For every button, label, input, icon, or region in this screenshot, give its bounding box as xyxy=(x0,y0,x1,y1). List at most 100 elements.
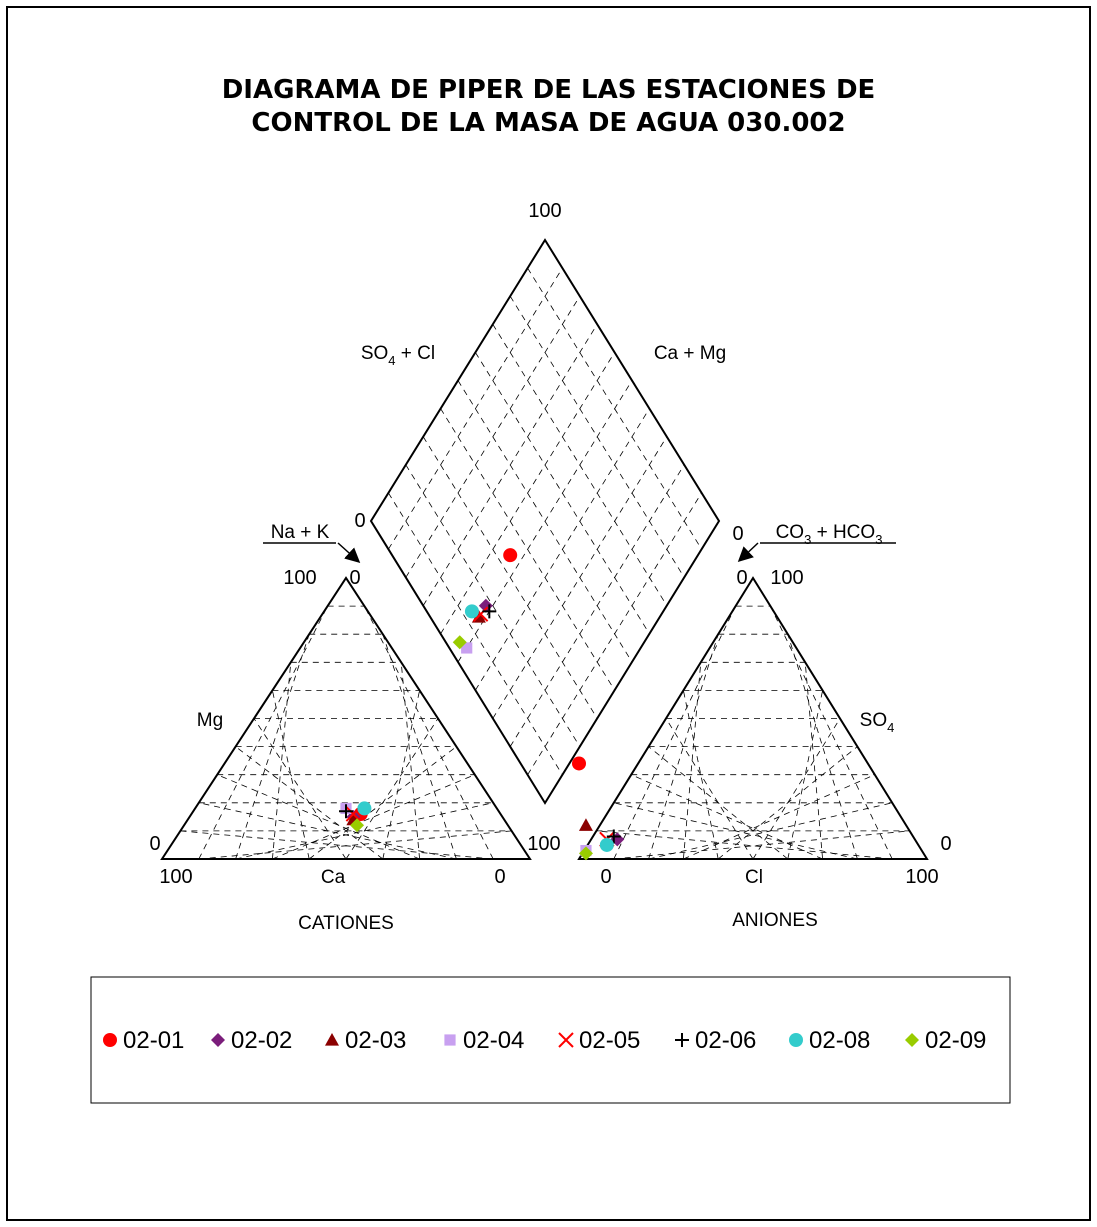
diamond-grid-b xyxy=(509,464,685,747)
diamond-grid-b xyxy=(475,408,650,691)
anion-triangle xyxy=(577,576,929,860)
cation-grid-a xyxy=(180,830,494,860)
anion-point-02-03 xyxy=(578,818,593,831)
anion-grid-a xyxy=(613,605,736,860)
legend-item-02-05: 02-05 xyxy=(558,1027,640,1054)
piper-diamond xyxy=(369,238,721,805)
diamond-point-02-06 xyxy=(482,604,497,619)
diamond-grid-b xyxy=(527,492,702,776)
anion-grid-b xyxy=(770,605,893,860)
legend-item-02-03: 02-03 xyxy=(325,1027,406,1054)
cation-grid-a xyxy=(253,718,347,860)
legend-box xyxy=(90,976,1011,1104)
legend-label: 02-01 xyxy=(123,1027,184,1054)
cation-grid-a xyxy=(235,746,384,860)
cation-tick-top-right: 0 xyxy=(349,567,360,589)
cation-arrow xyxy=(337,542,361,564)
cation-bottom-label: Ca xyxy=(321,867,346,888)
anion-grid-a xyxy=(631,774,823,860)
anion-arrow-label: CO3 + HCO3 xyxy=(776,522,883,547)
legend-label: 02-03 xyxy=(345,1027,406,1054)
anion-tick-bottom-left: 0 xyxy=(600,866,611,888)
cation-grid-b xyxy=(272,774,475,860)
anion-tick-top-right: 100 xyxy=(770,567,803,589)
anion-point-02-09 xyxy=(578,846,593,861)
cation-point-02-08 xyxy=(357,801,372,816)
diamond-grid-a xyxy=(509,295,685,578)
cation-left-label: Mg xyxy=(197,710,223,731)
anion-grid-a xyxy=(613,802,858,860)
diamond-right-label: Ca + Mg xyxy=(654,343,726,364)
anion-point-02-08 xyxy=(599,837,614,852)
cation-tick-bottom-left: 100 xyxy=(159,866,192,888)
anion-tick-bottom-right: 100 xyxy=(905,866,938,888)
anion-panel-label: ANIONES xyxy=(732,910,818,931)
legend: 02-01 02-02 02-03 02-04 02-05 02-06 02-08 02-09 xyxy=(103,1027,986,1054)
anion-grid-a xyxy=(648,746,789,860)
cation-tick-bottom-right: 0 xyxy=(494,866,505,888)
legend-marker xyxy=(211,1033,225,1047)
cation-grid-b xyxy=(345,718,439,860)
anion-right-label: SO4 xyxy=(860,710,895,735)
diamond-grid-b xyxy=(492,436,668,719)
diamond-grid-a xyxy=(527,267,702,550)
legend-marker xyxy=(905,1033,919,1047)
cation-triangle xyxy=(160,576,532,860)
cation-tick-left-bottom: 0 xyxy=(149,833,160,855)
diamond-grid-a xyxy=(475,352,650,635)
legend-marker xyxy=(558,1032,574,1048)
diamond-grid-a xyxy=(492,324,668,606)
chart-title: DIAGRAMA DE PIPER DE LAS ESTACIONES DE C… xyxy=(0,74,1097,140)
cation-panel-label: CATIONES xyxy=(298,913,394,934)
points-layer xyxy=(339,548,625,861)
cation-arrow-label: Na + K xyxy=(271,522,330,543)
legend-label: 02-04 xyxy=(463,1027,524,1054)
anion-grid-b xyxy=(752,718,841,860)
diamond-left-label: SO4 + Cl xyxy=(361,343,435,368)
cation-grid-b xyxy=(364,605,494,860)
cation-tick-top-left: 100 xyxy=(283,567,316,589)
legend-label: 02-08 xyxy=(809,1027,870,1054)
legend-item-02-04: 02-04 xyxy=(444,1027,524,1054)
legend-item-02-02: 02-02 xyxy=(211,1027,292,1054)
anion-bottom-label: Cl xyxy=(745,867,763,888)
legend-marker xyxy=(325,1033,339,1046)
anion-grid-a xyxy=(665,718,754,860)
legend-item-02-01: 02-01 xyxy=(103,1027,184,1054)
legend-item-02-06: 02-06 xyxy=(675,1027,756,1054)
legend-marker xyxy=(675,1033,689,1047)
diamond-grid-b xyxy=(457,380,633,663)
legend-label: 02-02 xyxy=(231,1027,292,1054)
anion-point-02-01 xyxy=(572,756,586,771)
diamond-point-02-09 xyxy=(452,635,467,650)
grid-layer xyxy=(180,267,910,860)
title-line-2: CONTROL DE LA MASA DE AGUA 030.002 xyxy=(251,108,846,138)
legend-item-02-08: 02-08 xyxy=(789,1027,870,1054)
anion-grid-a xyxy=(596,830,893,860)
cation-point-02-06 xyxy=(339,804,353,819)
diamond-point-02-04 xyxy=(461,642,473,654)
anion-point-02-06 xyxy=(606,829,621,844)
legend-label: 02-06 xyxy=(695,1027,756,1054)
anion-arrow xyxy=(737,542,759,563)
anion-tick-right-bottom: 0 xyxy=(940,833,951,855)
anion-tick-top-left: 0 xyxy=(736,567,747,589)
diamond-point-02-01 xyxy=(503,548,518,563)
cation-grid-b xyxy=(382,690,420,860)
anion-tick-left-bottom: 100 xyxy=(527,833,560,855)
diamond-left-tick: 0 xyxy=(354,510,365,532)
anion-grid-b xyxy=(787,690,823,860)
legend-marker xyxy=(789,1033,803,1047)
legend-marker xyxy=(103,1033,117,1047)
legend-label: 02-09 xyxy=(925,1027,986,1054)
diamond-top-tick: 100 xyxy=(528,200,561,222)
cation-point-02-09 xyxy=(350,818,365,833)
cation-grid-a xyxy=(217,774,420,860)
cation-grid-a xyxy=(198,605,328,860)
legend-marker xyxy=(444,1034,456,1046)
legend-label: 02-05 xyxy=(579,1027,640,1054)
title-line-1: DIAGRAMA DE PIPER DE LAS ESTACIONES DE xyxy=(221,75,876,105)
diamond-right-tick: 0 xyxy=(732,523,743,545)
legend-item-02-09: 02-09 xyxy=(905,1027,986,1054)
